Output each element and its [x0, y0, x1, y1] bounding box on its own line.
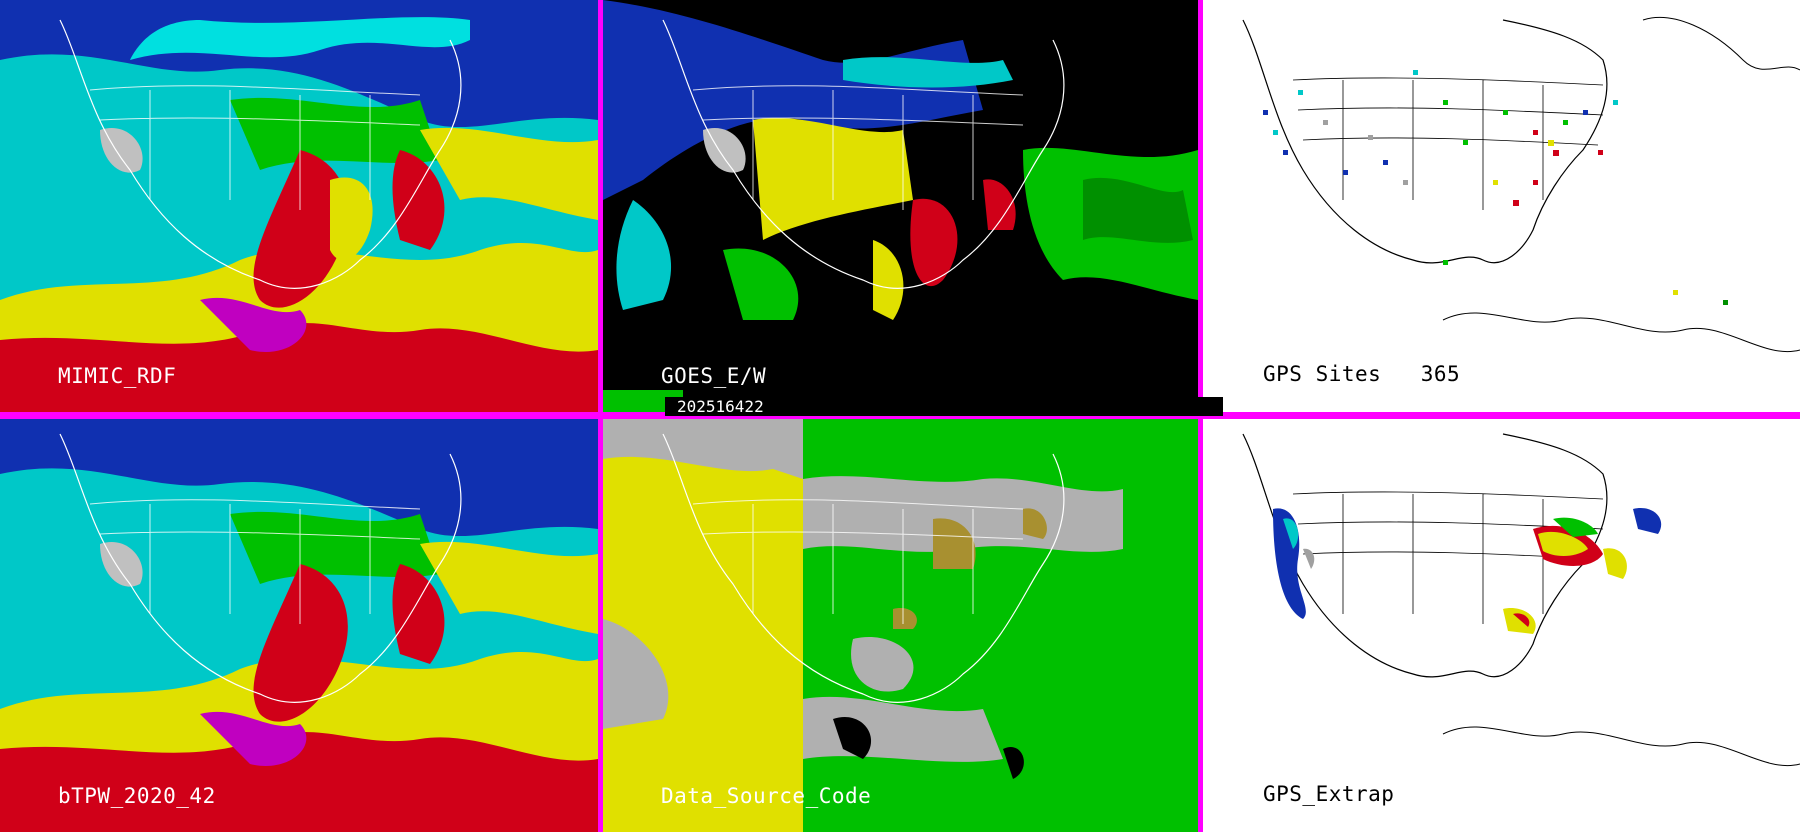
gps-sites-title: GPS Sites	[1263, 362, 1382, 386]
tpw-field-btpw	[0, 419, 598, 832]
tpw-field-goes	[603, 0, 1198, 412]
panel-label-gps-sites: GPS Sites 365	[1263, 362, 1460, 386]
gps-extrap-map	[1203, 419, 1800, 832]
gps-sites-map	[1203, 0, 1800, 412]
data-source-map	[603, 419, 1198, 832]
gps-sites-count: 365	[1420, 362, 1461, 386]
map-panel-btpw: bTPW_2020_42	[0, 419, 598, 832]
timestamp-bar: 202516422	[665, 397, 1223, 416]
panel-label-btpw: bTPW_2020_42	[58, 784, 216, 808]
gps-site-markers	[1263, 70, 1728, 305]
map-panel-goes-ew: GOES_E/W	[603, 0, 1198, 412]
timestamp-text: 202516422	[677, 397, 764, 416]
map-panel-gps-sites: GPS Sites 365	[1203, 0, 1800, 412]
map-panel-mimic-rdf: MIMIC_RDF	[0, 0, 598, 412]
panel-label-mimic-rdf: MIMIC_RDF	[58, 364, 177, 388]
map-panel-gps-extrap: GPS_Extrap	[1203, 419, 1800, 832]
panel-label-goes-ew: GOES_E/W	[661, 364, 767, 388]
panel-label-data-source-code: Data_Source_Code	[661, 784, 872, 808]
map-panel-data-source-code: Data_Source_Code	[603, 419, 1198, 832]
tpw-field-mimic	[0, 0, 598, 412]
panel-label-gps-extrap: GPS_Extrap	[1263, 782, 1395, 806]
